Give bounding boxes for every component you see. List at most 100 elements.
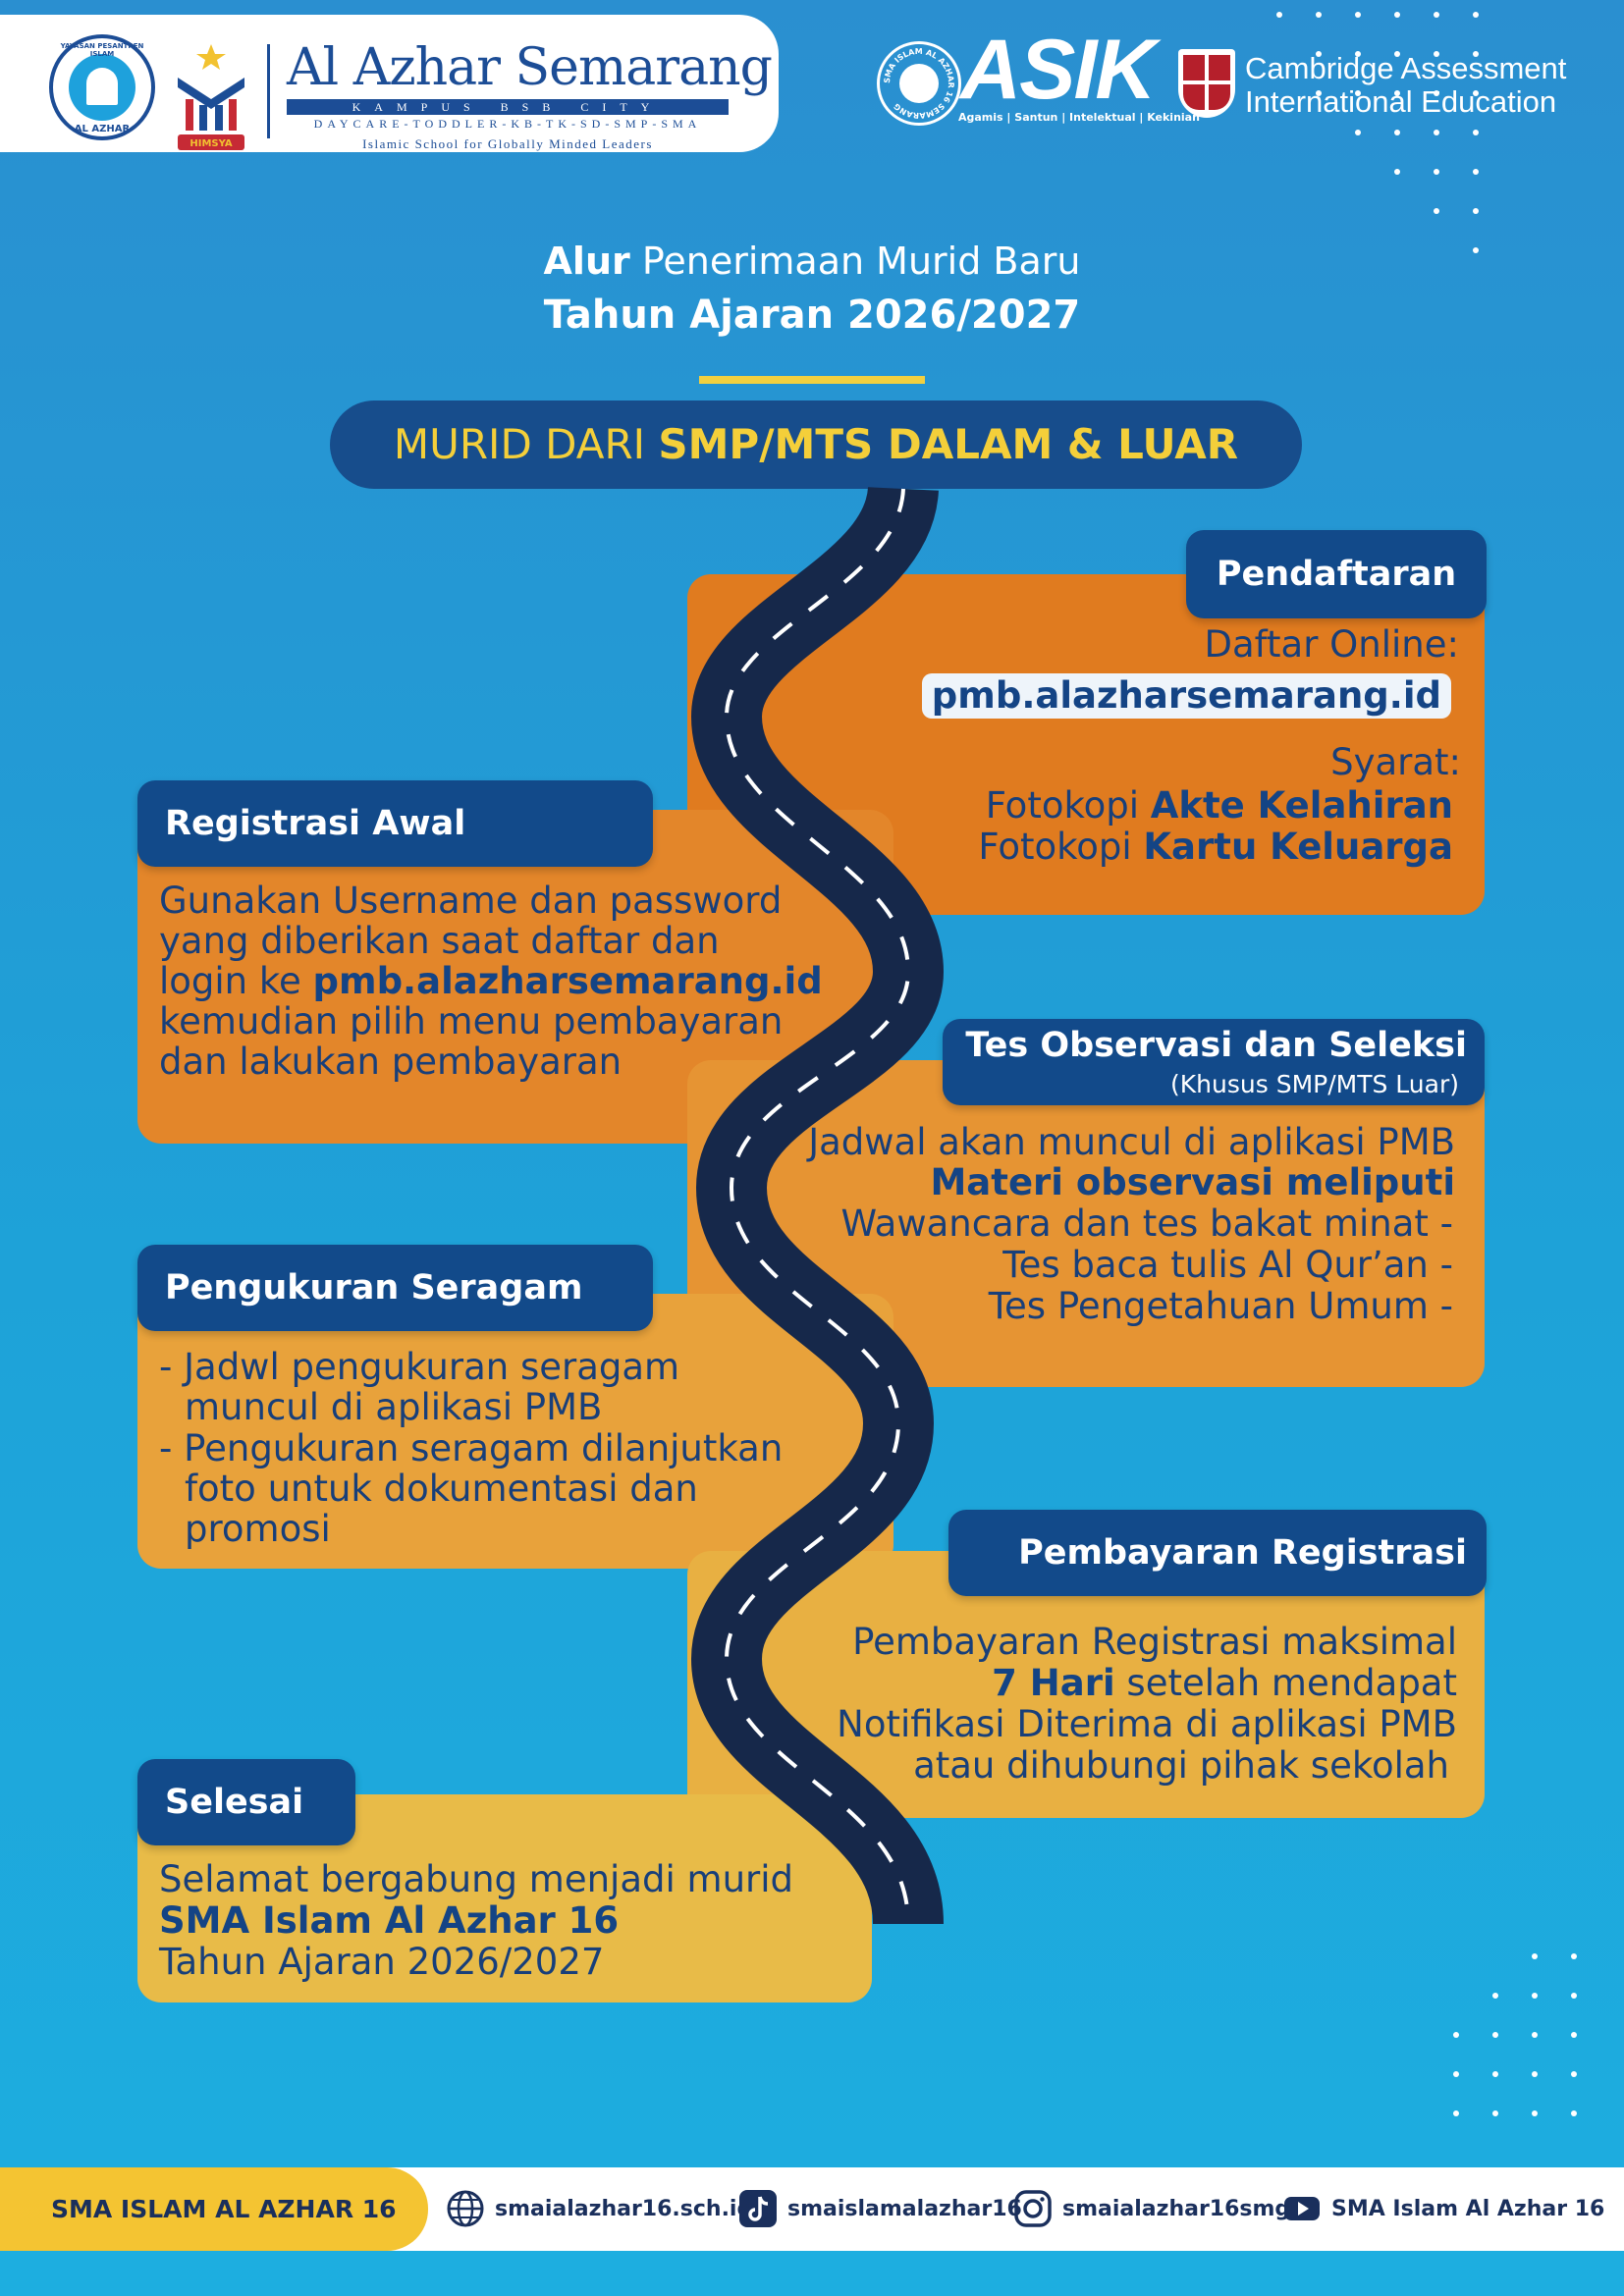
decorative-dot (1434, 208, 1439, 214)
decorative-dot (1473, 169, 1479, 175)
decorative-dot (1571, 1993, 1577, 1999)
campus-bar: KAMPUS BSB CITY (287, 99, 729, 115)
audience-banner: MURID DARI SMP/MTS DALAM & LUAR (330, 400, 1302, 489)
decorative-dot (1492, 2110, 1498, 2116)
card-seragam (137, 1294, 893, 1569)
pembayaran-line1: Pembayaran Registrasi maksimal (852, 1621, 1457, 1663)
header-divider (267, 44, 270, 138)
decorative-dot (1434, 169, 1439, 175)
decorative-dot (1473, 130, 1479, 135)
shield-icon (1178, 49, 1235, 118)
tes-title: Tes Observasi dan Seleksi (965, 1026, 1467, 1065)
footer-youtube[interactable]: SMA Islam Al Azhar 16 (1282, 2187, 1604, 2230)
seragam-b2-l1: - Pengukuran seragam dilanjutkan (159, 1427, 784, 1469)
decorative-dot (1571, 2071, 1577, 2077)
website-label: smaialazhar16.sch.id (495, 2196, 753, 2221)
tes-item3: Tes Pengetahuan Umum - (988, 1285, 1453, 1327)
pembayaran-line4: atau dihubungi pihak sekolah (913, 1744, 1449, 1787)
decorative-dot (1434, 130, 1439, 135)
youtube-label: SMA Islam Al Azhar 16 (1331, 2196, 1605, 2221)
decorative-dot (1473, 90, 1479, 96)
decorative-dot (1316, 12, 1322, 18)
footer-website[interactable]: smaialazhar16.sch.id (446, 2187, 752, 2230)
himsya-label: HIMSYA (189, 138, 233, 149)
pembayaran-line2: 7 Hari setelah mendapat (992, 1663, 1457, 1704)
cambridge-line1: Cambridge Assessment (1245, 51, 1567, 85)
decorative-dot (1571, 1953, 1577, 1959)
header-logo-panel: YAYASAN PESANTREN ISLAM AL AZHAR HIMSYA … (0, 15, 779, 152)
seragam-b2-l2: foto untuk dokumentasi dan (185, 1468, 698, 1510)
tes-line2: Materi observasi meliputi (930, 1162, 1455, 1203)
tab-seragam: Pengukuran Seragam (137, 1245, 653, 1331)
selesai-line1: Selamat bergabung menjadi murid (159, 1858, 794, 1900)
registrasi-url[interactable]: pmb.alazharsemarang.id (312, 960, 823, 1002)
decorative-dot (1492, 2032, 1498, 2038)
decorative-dot (1473, 51, 1479, 57)
seal-top-text: YAYASAN PESANTREN ISLAM (60, 42, 144, 58)
seragam-b1-l1: - Jadwl pengukuran seragam (159, 1346, 680, 1388)
instagram-icon (1014, 2190, 1052, 2227)
decorative-dot (1532, 2071, 1538, 2077)
registrasi-line5: dan lakukan pembayaran (159, 1041, 623, 1083)
asik-logo: ASIK (960, 23, 1156, 117)
footer-instagram[interactable]: smaialazhar16smg (1013, 2187, 1290, 2230)
pembayaran-days: 7 Hari (992, 1662, 1115, 1704)
decorative-dot (1453, 2032, 1459, 2038)
tab-pembayaran: Pembayaran Registrasi (948, 1510, 1487, 1596)
decorative-dot (1492, 2071, 1498, 2077)
decorative-dot (1571, 2110, 1577, 2116)
brand-name: Al Azhar Semarang (287, 38, 773, 97)
registrasi-line3-prefix: login ke (159, 960, 313, 1002)
brand-tagline: Islamic School for Globally Minded Leade… (362, 136, 653, 151)
selesai-title: Selesai (165, 1783, 304, 1822)
decorative-dot (1355, 12, 1361, 18)
syarat-label: Syarat: (1330, 741, 1461, 783)
banner-prefix: MURID DARI (393, 420, 659, 468)
tes-item2: Tes baca tulis Al Qur’an - (1002, 1244, 1453, 1286)
title-rest: Penerimaan Murid Baru (629, 240, 1081, 283)
globe-icon (447, 2190, 484, 2227)
decorative-dot (1473, 12, 1479, 18)
decorative-dot (1473, 247, 1479, 253)
seragam-b1-l2: muncul di aplikasi PMB (185, 1386, 603, 1428)
tab-tes: Tes Observasi dan Seleksi (Khusus SMP/MT… (943, 1019, 1485, 1105)
decorative-dot (1394, 130, 1400, 135)
tab-registrasi-awal: Registrasi Awal (137, 780, 653, 867)
req2-bold: Kartu Keluarga (1143, 826, 1453, 868)
seal-bottom-text: AL AZHAR (74, 124, 131, 134)
himsya-logo: HIMSYA (178, 44, 244, 150)
banner-bold: SMP/MTS DALAM & LUAR (658, 420, 1239, 468)
decorative-dot (1316, 90, 1322, 96)
decorative-dot (1394, 90, 1400, 96)
selesai-line2: SMA Islam Al Azhar 16 (159, 1900, 619, 1942)
page-title-line1: Alur Penerimaan Murid Baru (0, 240, 1624, 283)
pendaftaran-title: Pendaftaran (1216, 555, 1457, 594)
decorative-dot (1453, 2071, 1459, 2077)
decorative-dot (1492, 1993, 1498, 1999)
pendaftaran-url[interactable]: pmb.alazharsemarang.id (921, 673, 1451, 719)
tiktok-label: smaislamalazhar16 (787, 2196, 1022, 2221)
decorative-dot (1394, 169, 1400, 175)
registrasi-awal-title: Registrasi Awal (165, 804, 466, 843)
pembayaran-line3: Notifikasi Diterima di aplikasi PMB (837, 1703, 1457, 1745)
registrasi-line2: yang diberikan saat daftar dan (159, 920, 720, 962)
registrasi-line1: Gunakan Username dan password (159, 880, 783, 922)
decorative-dot (1473, 208, 1479, 214)
page-title-line2: Tahun Ajaran 2026/2027 (543, 293, 1081, 338)
pendaftaran-url-wrap: pmb.alazharsemarang.id (921, 673, 1451, 719)
decorative-dot (1434, 51, 1439, 57)
registrasi-line3: login ke pmb.alazharsemarang.id (159, 961, 823, 1002)
req1-bold: Akte Kelahiran (1150, 784, 1453, 827)
tes-line1: Jadwal akan muncul di aplikasi PMB (808, 1121, 1455, 1163)
selesai-school: SMA Islam Al Azhar 16 (159, 1899, 620, 1942)
decorative-dot (1355, 51, 1361, 57)
tes-subtitle: (Khusus SMP/MTS Luar) (1170, 1070, 1459, 1098)
footer-tiktok[interactable]: smaislamalazhar16 (738, 2187, 1022, 2230)
decorative-dot (1532, 2032, 1538, 2038)
decorative-dot (1355, 130, 1361, 135)
decorative-dot (1394, 12, 1400, 18)
req2-prefix: Fotokopi (978, 826, 1144, 868)
youtube-icon (1284, 2197, 1320, 2220)
requirement-2: Fotokopi Kartu Keluarga (978, 827, 1453, 868)
